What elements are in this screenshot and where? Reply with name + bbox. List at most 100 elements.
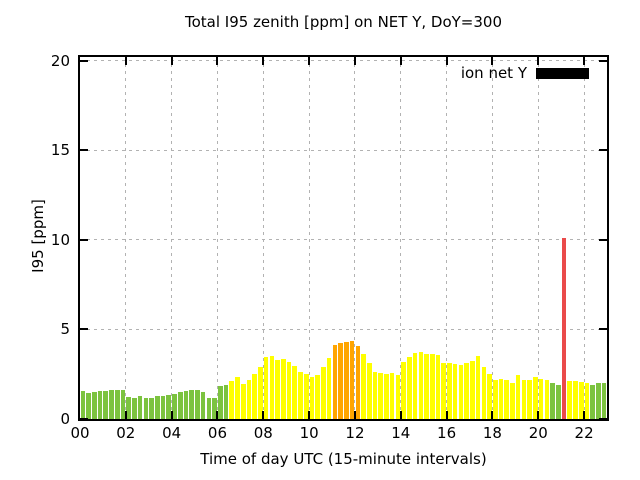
x-tick-label: 14 bbox=[391, 424, 411, 442]
x-tick-label: 00 bbox=[70, 424, 90, 442]
bar-16:00 bbox=[447, 363, 452, 419]
bar-13:15 bbox=[384, 374, 389, 419]
bar-11:30 bbox=[344, 341, 349, 419]
x-tick-label: 08 bbox=[253, 424, 273, 442]
y-tick-label: 15 bbox=[50, 141, 70, 160]
bar-06:45 bbox=[235, 376, 240, 419]
legend-swatch bbox=[536, 67, 589, 79]
bar-18:15 bbox=[498, 378, 504, 419]
v-gridline bbox=[354, 57, 356, 419]
x-tick bbox=[216, 57, 219, 65]
bar-13:30 bbox=[389, 373, 395, 419]
bar-16:30 bbox=[458, 365, 464, 419]
plot-area: ion net Y bbox=[78, 55, 609, 421]
bar-10:00 bbox=[309, 376, 315, 419]
x-tick bbox=[399, 411, 402, 419]
bar-12:30 bbox=[366, 362, 372, 419]
bar-04:30 bbox=[183, 391, 189, 419]
y-tick bbox=[80, 238, 88, 241]
y-tick bbox=[80, 149, 88, 152]
x-tick-label: 06 bbox=[207, 424, 228, 442]
v-gridline bbox=[491, 57, 493, 419]
bar-02:15 bbox=[132, 397, 137, 419]
bar-18:00 bbox=[492, 379, 498, 419]
x-tick-label: 16 bbox=[437, 424, 457, 442]
x-tick bbox=[170, 411, 173, 419]
bar-09:00 bbox=[286, 361, 292, 419]
v-gridline bbox=[262, 57, 264, 419]
bar-14:15 bbox=[407, 357, 412, 419]
bar-10:30 bbox=[321, 367, 326, 419]
bar-15:15 bbox=[429, 353, 435, 419]
x-tick bbox=[353, 411, 356, 419]
x-tick bbox=[537, 57, 540, 65]
x-tick-label: 18 bbox=[482, 424, 502, 442]
bar-17:45 bbox=[487, 374, 492, 419]
x-tick bbox=[353, 57, 356, 65]
bar-07:30 bbox=[252, 374, 257, 419]
x-tick bbox=[537, 411, 540, 419]
bar-15:00 bbox=[424, 353, 429, 419]
bar-14:30 bbox=[412, 352, 418, 419]
bar-14:00 bbox=[401, 361, 406, 419]
bar-22:30 bbox=[596, 383, 601, 419]
y-tick bbox=[599, 149, 607, 152]
x-tick bbox=[445, 411, 448, 419]
y-tick bbox=[599, 328, 607, 331]
bar-08:00 bbox=[263, 357, 269, 419]
bar-09:30 bbox=[298, 372, 303, 419]
bar-05:00 bbox=[195, 390, 200, 419]
bar-00:45 bbox=[97, 391, 103, 419]
v-gridline bbox=[583, 57, 585, 419]
bar-09:15 bbox=[292, 366, 298, 419]
h-gridline bbox=[80, 239, 607, 241]
bar-10:15 bbox=[315, 375, 320, 419]
x-tick bbox=[124, 57, 127, 65]
x-tick bbox=[491, 411, 494, 419]
bar-04:15 bbox=[177, 392, 183, 419]
x-tick-label: 22 bbox=[574, 424, 594, 442]
v-gridline bbox=[400, 57, 402, 419]
bar-02:30 bbox=[137, 395, 143, 419]
bar-00:15 bbox=[86, 393, 91, 419]
x-tick bbox=[308, 411, 311, 419]
bar-04:00 bbox=[172, 393, 177, 419]
bar-05:45 bbox=[212, 397, 217, 419]
y-tick-label: 0 bbox=[60, 410, 70, 428]
bar-01:45 bbox=[120, 390, 126, 419]
bar-19:00 bbox=[515, 375, 521, 419]
y-tick bbox=[599, 59, 607, 62]
bar-08:15 bbox=[269, 356, 275, 419]
bar-16:45 bbox=[464, 363, 469, 419]
x-tick bbox=[262, 411, 265, 419]
x-tick bbox=[170, 57, 173, 65]
y-tick-label: 20 bbox=[50, 51, 70, 70]
x-tick-label: 20 bbox=[528, 424, 548, 442]
y-tick-label: 10 bbox=[50, 230, 70, 249]
bar-21:15 bbox=[567, 381, 573, 419]
bar-03:45 bbox=[166, 394, 172, 419]
bar-21:30 bbox=[573, 381, 578, 419]
x-tick-label: 10 bbox=[299, 424, 319, 442]
bar-22:45 bbox=[601, 383, 607, 419]
bar-21:45 bbox=[578, 382, 584, 419]
v-gridline bbox=[537, 57, 539, 419]
bar-08:30 bbox=[275, 359, 280, 419]
v-gridline bbox=[446, 57, 448, 419]
bar-03:00 bbox=[149, 397, 154, 419]
h-gridline bbox=[80, 328, 607, 330]
x-tick bbox=[216, 411, 219, 419]
bar-07:15 bbox=[246, 379, 252, 419]
bar-03:15 bbox=[155, 395, 160, 419]
y-tick bbox=[80, 59, 88, 62]
bar-12:45 bbox=[372, 372, 378, 419]
h-gridline bbox=[80, 60, 607, 62]
bar-10:45 bbox=[326, 358, 332, 419]
bar-19:45 bbox=[533, 376, 538, 419]
x-tick-label: 02 bbox=[116, 424, 136, 442]
bar-02:45 bbox=[143, 397, 149, 419]
bar-19:15 bbox=[521, 379, 527, 419]
x-tick-label: 04 bbox=[162, 424, 182, 442]
bar-02:00 bbox=[126, 396, 131, 419]
bar-13:45 bbox=[395, 375, 401, 419]
